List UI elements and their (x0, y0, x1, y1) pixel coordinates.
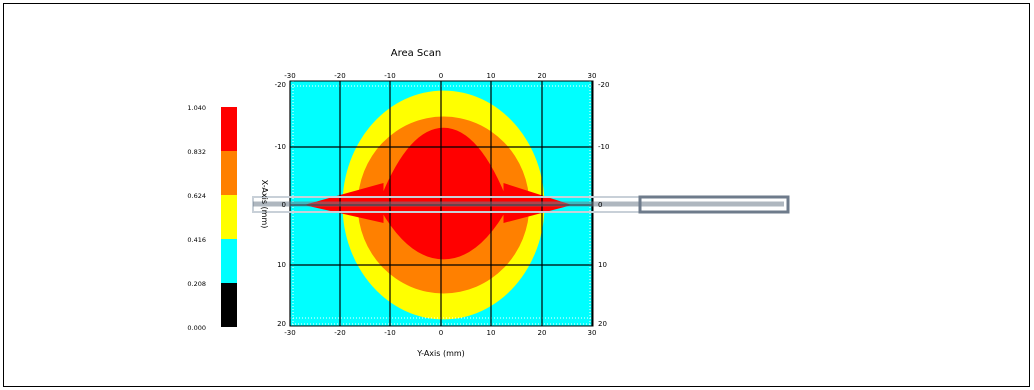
x-tick-bottom-5: 20 (538, 329, 547, 337)
y-tick-right-2: 0 (598, 201, 602, 209)
y-tick-left-1: -10 (275, 143, 286, 151)
colorbar-label-5: 0.000 (187, 324, 206, 332)
x-axis-label: Y-Axis (mm) (416, 349, 465, 358)
y-tick-left-3: 10 (277, 261, 286, 269)
x-tick-top-6: 30 (588, 72, 597, 80)
colorbar: 1.040 0.832 0.624 0.416 0.208 0.000 (187, 104, 237, 332)
colorbar-segment-3 (221, 239, 237, 283)
x-tick-bottom-0: -30 (284, 329, 295, 337)
colorbar-label-1: 0.832 (187, 148, 206, 156)
colorbar-label-3: 0.416 (187, 236, 206, 244)
y-tick-left-4: 20 (277, 320, 286, 328)
colorbar-label-2: 0.624 (187, 192, 206, 200)
probe-handle (638, 195, 790, 214)
chart-frame: Area Scan -30 -30 -20 -20 -10 -10 0 0 10 10 20 20 30… (3, 3, 1030, 387)
y-tick-right-1: -10 (598, 143, 609, 151)
y-tick-left-2: 0 (282, 201, 286, 209)
area-scan-chart: Area Scan -30-30-20-20-10-10001010202030… (187, 48, 790, 358)
colorbar-label-4: 0.208 (187, 280, 206, 288)
y-tick-right-4: 20 (598, 320, 607, 328)
colorbar-segment-2 (221, 195, 237, 239)
colorbar-segment-0 (221, 107, 237, 151)
axis-ticks: -30-30-20-20-10-1000101020203030-20-1001… (275, 72, 610, 337)
x-tick-bottom-1: -20 (334, 329, 345, 337)
x-tick-bottom-4: 10 (487, 329, 496, 337)
chart-title: Area Scan (391, 48, 442, 59)
x-tick-top-3: 0 (439, 72, 443, 80)
colorbar-segment-1 (221, 151, 237, 195)
x-tick-top-5: 20 (538, 72, 547, 80)
contour-0 (377, 127, 510, 260)
y-tick-left-0: -20 (275, 81, 286, 89)
x-tick-top-0: -30 (284, 72, 295, 80)
probe-overlay (252, 195, 790, 214)
x-tick-bottom-3: 0 (439, 329, 443, 337)
x-tick-top-2: -10 (384, 72, 395, 80)
x-tick-top-4: 10 (487, 72, 496, 80)
y-tick-right-0: -20 (598, 81, 609, 89)
y-axis-label: X-Axis (mm) (260, 180, 269, 229)
x-tick-bottom-6: 30 (588, 329, 597, 337)
colorbar-label-0: 1.040 (187, 104, 206, 112)
x-tick-top-1: -20 (334, 72, 345, 80)
y-tick-right-3: 10 (598, 261, 607, 269)
colorbar-segment-4 (221, 283, 237, 327)
x-tick-bottom-2: -10 (384, 329, 395, 337)
